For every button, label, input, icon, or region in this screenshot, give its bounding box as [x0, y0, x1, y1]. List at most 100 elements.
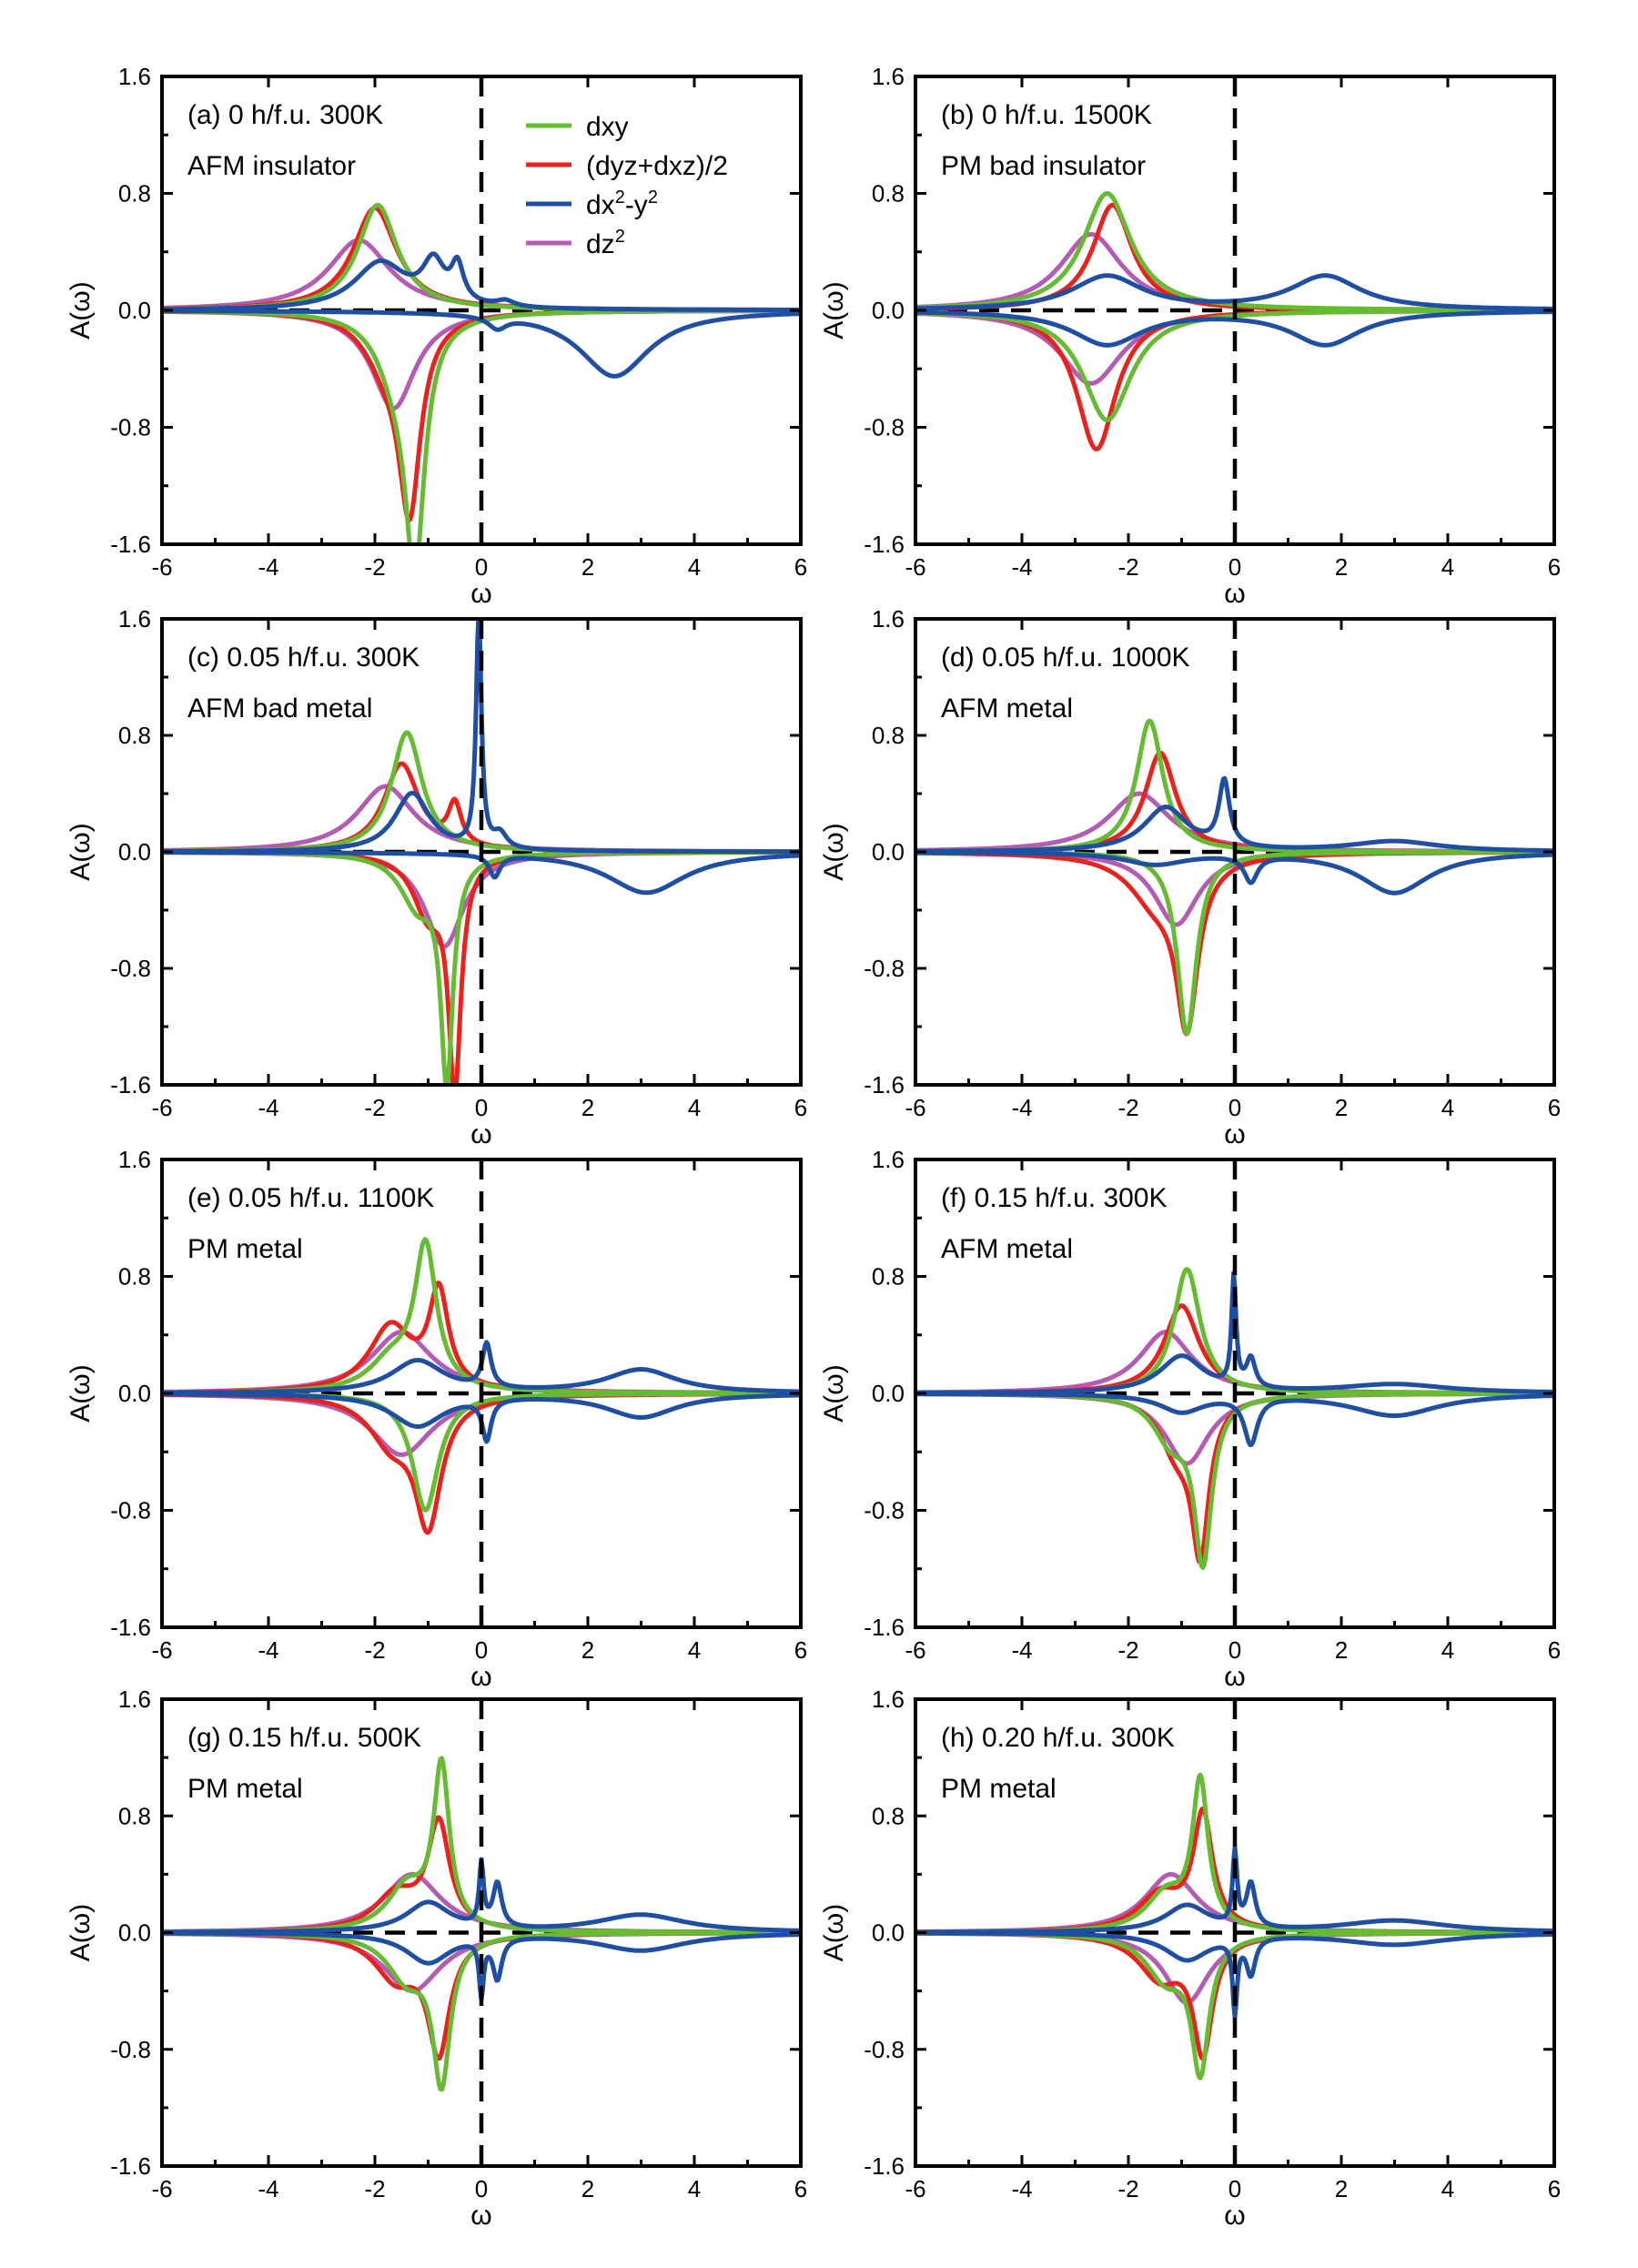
- y-tick-label: 0.8: [872, 1802, 905, 1829]
- y-tick-label: 1.6: [872, 605, 905, 633]
- y-tick-label: 1.6: [872, 1686, 905, 1713]
- panel-title: (f) 0.15 h/f.u. 300K: [941, 1183, 1167, 1213]
- y-tick-label: -0.8: [110, 414, 151, 441]
- x-tick-label: -2: [1117, 1094, 1138, 1121]
- y-tick-label: 0.0: [872, 838, 905, 866]
- panel-h: -6 -4 -2 0 2 4 6 -1.6 -0.8 0.0 0.8 1.6 ω A(ω) (h) 0.20…: [819, 1686, 1561, 2231]
- plot-area: [162, 1756, 801, 2092]
- panel-subtitle: AFM bad metal: [187, 694, 372, 724]
- x-tick-label: -2: [1117, 553, 1138, 581]
- x-tick-label: -2: [1117, 2175, 1138, 2202]
- x-tick-label: 0: [1228, 1636, 1241, 1664]
- x-tick-label: -2: [364, 1094, 385, 1121]
- x-tick-label: 2: [581, 1094, 594, 1121]
- series-dz2-spin-down: [162, 309, 801, 411]
- y-tick-label: 0.0: [872, 297, 905, 324]
- x-tick-label: 0: [475, 1094, 488, 1121]
- x-axis-label: ω: [470, 1119, 491, 1149]
- x-axis-label: ω: [1224, 2201, 1245, 2231]
- x-tick-label: -6: [905, 553, 925, 581]
- x-tick-label: 4: [1441, 1636, 1454, 1664]
- x-tick-label: -6: [905, 2175, 925, 2202]
- y-tick-label: 0.0: [872, 1380, 905, 1407]
- x-tick-label: 2: [581, 1636, 594, 1664]
- x-tick-label: 4: [688, 1636, 701, 1664]
- y-tick-label: -1.6: [110, 531, 151, 558]
- y-tick-label: 0.8: [118, 180, 151, 208]
- x-tick-label: -6: [151, 1094, 172, 1121]
- panel-c: -6 -4 -2 0 2 4 6 -1.6 -0.8 0.0 0.8 1.6 ω A(ω) (c) 0.05…: [66, 605, 807, 1149]
- panel-title: (e) 0.05 h/f.u. 1100K: [187, 1183, 434, 1213]
- y-axis-label: A(ω): [819, 1364, 849, 1422]
- legend: dxy (dyz+dxz)/2 dx2-y2 dz2: [526, 112, 728, 259]
- panel-f: -6 -4 -2 0 2 4 6 -1.6 -0.8 0.0 0.8 1.6 ω A(ω) (f) 0.15…: [819, 1146, 1561, 1692]
- legend-label-dxy: dxy: [586, 112, 629, 142]
- y-tick-label: 0.0: [118, 1380, 151, 1407]
- y-tick-label: -0.8: [864, 2036, 905, 2063]
- x-axis-label: ω: [470, 2201, 491, 2231]
- x-tick-label: 2: [1335, 553, 1348, 581]
- x-axis-label: ω: [1224, 579, 1245, 609]
- x-tick-label: 2: [1335, 1636, 1348, 1664]
- y-tick-label: 0.0: [118, 838, 151, 866]
- y-axis-label: A(ω): [819, 823, 849, 880]
- x-tick-label: 0: [475, 553, 488, 581]
- x-tick-label: 0: [475, 2175, 488, 2202]
- panel-e: -6 -4 -2 0 2 4 6 -1.6 -0.8 0.0 0.8 1.6 ω A(ω) (e) 0.05…: [66, 1146, 807, 1692]
- x-tick-label: 4: [688, 2175, 701, 2202]
- y-tick-label: 0.8: [118, 1263, 151, 1291]
- legend-label-dz2: dz2: [586, 227, 625, 259]
- y-tick-label: 0.8: [872, 180, 905, 208]
- y-tick-label: -0.8: [864, 955, 905, 982]
- panel-subtitle: PM metal: [187, 1234, 303, 1264]
- y-tick-label: 0.0: [118, 1919, 151, 1947]
- x-tick-label: 2: [581, 2175, 594, 2202]
- x-tick-label: 4: [1441, 2175, 1454, 2202]
- y-tick-label: -0.8: [110, 955, 151, 982]
- series-dx2y2-spin-up: [162, 251, 801, 313]
- panel-title: (g) 0.15 h/f.u. 500K: [187, 1723, 421, 1753]
- x-tick-label: -6: [905, 1636, 925, 1664]
- x-tick-label: 6: [794, 1094, 807, 1121]
- y-tick-label: -0.8: [864, 1497, 905, 1524]
- panel-b: -6 -4 -2 0 2 4 6 -1.6 -0.8 0.0 0.8 1.6 ω A(ω) (b) 0 h/…: [819, 63, 1561, 609]
- series-dx2y2-spin-down: [915, 1930, 1554, 2020]
- y-tick-label: 0.0: [118, 297, 151, 324]
- x-tick-label: 4: [688, 1094, 701, 1121]
- series-dx2y2-spin-down: [915, 309, 1554, 348]
- series-dyz_dxz-spin-up: [915, 750, 1554, 855]
- y-tick-label: 1.6: [872, 1146, 905, 1173]
- x-tick-label: 0: [1228, 1094, 1241, 1121]
- y-axis-label: A(ω): [66, 281, 96, 339]
- y-tick-label: 1.6: [118, 63, 151, 90]
- plot-area: [915, 1772, 1554, 2081]
- x-tick-label: -4: [258, 1636, 278, 1664]
- panel-g: -6 -4 -2 0 2 4 6 -1.6 -0.8 0.0 0.8 1.6 ω A(ω) (g) 0.15…: [66, 1686, 807, 2231]
- y-tick-label: -1.6: [864, 1071, 905, 1099]
- x-tick-label: -4: [1011, 2175, 1032, 2202]
- panel-subtitle: AFM metal: [941, 694, 1073, 724]
- panel-subtitle: PM metal: [941, 1774, 1057, 1804]
- panel-a: -6 -4 -2 0 2 4 6 -1.6 -0.8 0.0 0.8 1.6 ω A(ω) (a) 0 h/…: [66, 63, 807, 609]
- plot-area: [162, 202, 801, 544]
- panel-title: (h) 0.20 h/f.u. 300K: [941, 1723, 1175, 1753]
- y-tick-label: 0.8: [872, 722, 905, 749]
- panel-d: -6 -4 -2 0 2 4 6 -1.6 -0.8 0.0 0.8 1.6 ω A(ω) (d) 0.05…: [819, 605, 1561, 1149]
- series-dx2y2-spin-down: [162, 309, 801, 379]
- x-axis-label: ω: [1224, 1119, 1245, 1149]
- y-tick-label: 1.6: [118, 605, 151, 633]
- x-tick-label: 0: [475, 1636, 488, 1664]
- legend-label-dx2y2: dx2-y2: [586, 187, 658, 220]
- y-tick-label: 0.8: [872, 1263, 905, 1291]
- y-tick-label: -0.8: [864, 414, 905, 441]
- y-tick-label: -1.6: [110, 2152, 151, 2180]
- x-tick-label: 4: [1441, 553, 1454, 581]
- x-tick-label: -2: [364, 553, 385, 581]
- y-tick-label: -1.6: [864, 531, 905, 558]
- y-tick-label: 0.8: [118, 722, 151, 749]
- y-tick-label: -1.6: [864, 1614, 905, 1641]
- y-axis-label: A(ω): [819, 281, 849, 339]
- panel-title: (b) 0 h/f.u. 1500K: [941, 100, 1152, 130]
- panel-subtitle: PM metal: [187, 1774, 303, 1804]
